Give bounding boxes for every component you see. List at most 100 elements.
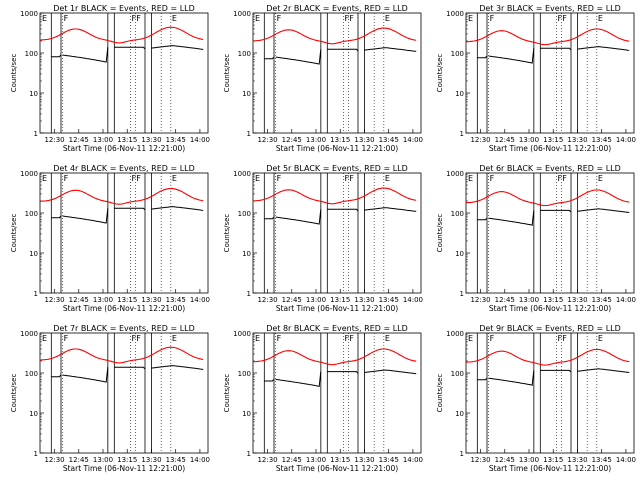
x-tick-label: 12:45 (69, 136, 89, 144)
panel-title: Det 2r BLACK = Events, RED = LLD (266, 4, 408, 13)
y-tick-label: 1000 (20, 330, 38, 338)
y-tick-label: 1000 (446, 330, 464, 338)
x-tick-label: 12:45 (495, 456, 515, 464)
marker-label: F (277, 174, 282, 183)
panel-title: Det 1r BLACK = Events, RED = LLD (53, 4, 195, 13)
x-tick-label: 13:15 (543, 456, 563, 464)
events-series-line (327, 208, 359, 212)
x-tick-label: 13:45 (166, 456, 186, 464)
x-tick-label: 12:30 (470, 296, 490, 304)
y-tick-label: 10 (29, 90, 38, 98)
x-tick-label: 14:00 (403, 296, 423, 304)
x-axis-label: Start Time (06-Nov-11 12:21:00) (63, 304, 185, 313)
y-axis-label: Counts/sec (436, 54, 444, 93)
events-series-line (264, 378, 275, 382)
x-tick-label: 12:30 (470, 136, 490, 144)
x-tick-label: 13:15 (330, 296, 350, 304)
events-series-line (488, 210, 535, 226)
events-series-line (488, 48, 535, 64)
y-tick-label: 10 (455, 410, 464, 418)
x-tick-label: 13:15 (117, 136, 137, 144)
events-series-line (62, 208, 109, 224)
marker-label: F (562, 334, 567, 343)
marker-label: F (131, 174, 136, 183)
marker-label: F (277, 14, 282, 23)
panel-5: Det 5r BLACK = Events, RED = LLD 1 10 100 10… (223, 164, 423, 313)
y-tick-label: 1 (247, 450, 251, 458)
panel-8: Det 8r BLACK = Events, RED = LLD 1 10 100 10… (223, 324, 423, 473)
y-tick-label: 1 (247, 290, 251, 298)
events-series-line (62, 47, 109, 63)
plot-frame (39, 172, 209, 294)
panel-title: Det 6r BLACK = Events, RED = LLD (479, 164, 621, 173)
marker-label: F (557, 334, 562, 343)
marker-label: F (136, 14, 141, 23)
y-tick-label: 10 (455, 250, 464, 258)
x-tick-label: 12:45 (495, 136, 515, 144)
events-series-line (151, 45, 204, 50)
y-tick-label: 100 (25, 370, 38, 378)
x-tick-label: 14:00 (190, 136, 210, 144)
events-series-line (477, 377, 488, 381)
events-series-line (577, 368, 630, 374)
x-tick-label: 13:30 (354, 456, 374, 464)
x-tick-label: 12:45 (282, 296, 302, 304)
events-series-line (477, 217, 488, 221)
events-series-line (577, 46, 630, 51)
y-tick-label: 100 (25, 210, 38, 218)
events-series-line (364, 47, 417, 52)
marker-label: E (42, 334, 47, 343)
x-tick-label: 13:45 (379, 456, 399, 464)
x-tick-label: 12:30 (257, 456, 277, 464)
x-tick-label: 14:00 (403, 136, 423, 144)
y-tick-label: 1 (247, 130, 251, 138)
marker-label: F (349, 334, 354, 343)
lld-series-line (466, 28, 630, 46)
x-tick-label: 13:00 (306, 296, 326, 304)
marker-label: E (172, 14, 177, 23)
lld-series-line (253, 27, 417, 45)
y-tick-label: 100 (25, 50, 38, 58)
panel-title: Det 7r BLACK = Events, RED = LLD (53, 324, 195, 333)
lld-series-line (39, 187, 204, 205)
plot-frame (39, 12, 209, 134)
lld-series-line (39, 26, 204, 44)
y-axis-label: Counts/sec (223, 214, 231, 253)
y-tick-label: 1 (34, 290, 38, 298)
plot-frame (252, 12, 422, 134)
y-tick-label: 1000 (233, 10, 251, 18)
x-tick-label: 14:00 (190, 456, 210, 464)
x-axis-label: Start Time (06-Nov-11 12:21:00) (489, 464, 611, 473)
marker-label: E (385, 174, 390, 183)
x-tick-label: 14:00 (616, 136, 636, 144)
x-tick-label: 12:45 (282, 456, 302, 464)
x-axis-label: Start Time (06-Nov-11 12:21:00) (276, 304, 398, 313)
marker-label: E (255, 14, 260, 23)
x-tick-label: 13:00 (306, 456, 326, 464)
x-tick-label: 13:45 (592, 456, 612, 464)
y-axis-label: Counts/sec (436, 214, 444, 253)
marker-label: E (598, 174, 603, 183)
panel-2: Det 2r BLACK = Events, RED = LLD 1 10 100 10… (223, 4, 423, 153)
marker-label: F (490, 14, 495, 23)
events-series-line (540, 47, 572, 51)
plot-frame (252, 172, 422, 294)
events-series-line (577, 208, 630, 214)
events-series-line (540, 369, 572, 373)
y-tick-label: 100 (238, 50, 251, 58)
x-tick-label: 12:30 (44, 456, 64, 464)
marker-label: E (42, 14, 47, 23)
events-series-line (51, 215, 62, 219)
marker-label: E (172, 334, 177, 343)
panels-group: Det 1r BLACK = Events, RED = LLD 1 10 100 10… (10, 4, 636, 473)
panel-title: Det 3r BLACK = Events, RED = LLD (479, 4, 621, 13)
x-tick-label: 13:45 (592, 136, 612, 144)
x-axis-label: Start Time (06-Nov-11 12:21:00) (276, 144, 398, 153)
plot-frame (465, 12, 635, 134)
x-axis-label: Start Time (06-Nov-11 12:21:00) (276, 464, 398, 473)
panel-4: Det 4r BLACK = Events, RED = LLD 1 10 100 10… (10, 164, 210, 313)
events-series-line (364, 369, 417, 375)
events-series-line (364, 207, 417, 212)
x-tick-label: 13:15 (330, 456, 350, 464)
y-axis-label: Counts/sec (223, 374, 231, 413)
